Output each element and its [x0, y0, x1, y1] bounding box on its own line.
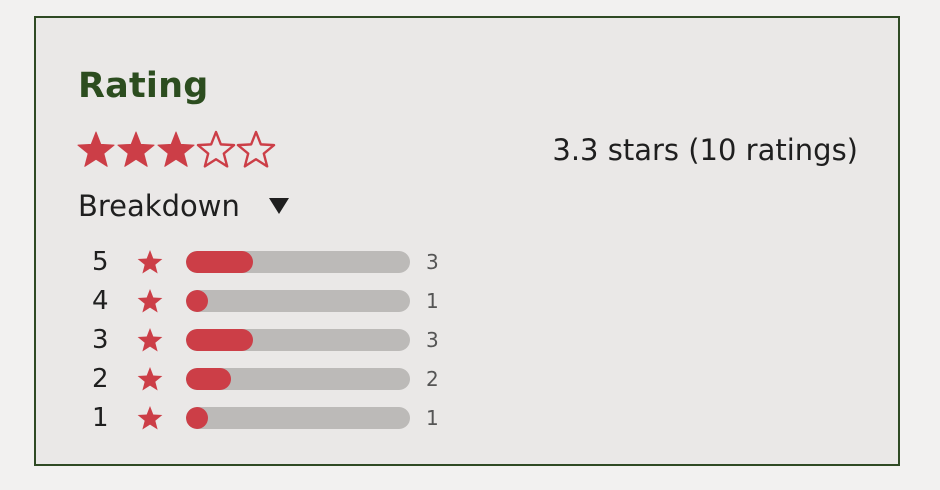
breakdown-row-2: 2 2	[76, 359, 456, 398]
rating-bar-track	[186, 367, 410, 390]
star-level-label: 5	[92, 246, 109, 277]
rating-title: Rating	[78, 66, 209, 106]
star-icon	[136, 365, 186, 393]
breakdown-toggle[interactable]: Breakdown	[78, 186, 290, 226]
rating-bar-fill	[186, 250, 254, 273]
rating-bar-track	[186, 250, 410, 273]
triangle-down-icon	[268, 197, 290, 215]
rating-count: 3	[426, 327, 439, 352]
rating-bar-fill	[186, 328, 254, 351]
star-level-label: 4	[92, 285, 109, 316]
rating-count: 1	[426, 288, 439, 313]
breakdown-label: Breakdown	[78, 189, 240, 223]
star-icon	[136, 287, 186, 315]
star-filled-icon	[157, 131, 195, 167]
star-filled-icon	[117, 131, 155, 167]
rating-bar-track	[186, 406, 410, 429]
breakdown-row-3: 3 3	[76, 320, 456, 359]
breakdown-row-5: 5 3	[76, 242, 456, 281]
star-level-label: 1	[92, 402, 109, 433]
rating-bar-track	[186, 328, 410, 351]
star-empty-icon	[236, 130, 276, 168]
star-icon	[136, 404, 186, 432]
star-icon	[136, 248, 186, 276]
star-filled-icon	[77, 131, 115, 167]
rating-bar-fill	[186, 367, 231, 390]
rating-count: 2	[426, 366, 439, 391]
breakdown-row-4: 4 1	[76, 281, 456, 320]
rating-card: Rating 3.3 stars (10 ratings) Breakdown …	[34, 16, 900, 466]
star-level-label: 2	[92, 363, 109, 394]
star-icon	[136, 326, 186, 354]
average-star-rating	[76, 130, 276, 170]
breakdown-row-1: 1 1	[76, 398, 456, 437]
rating-summary: 3.3 stars (10 ratings)	[552, 133, 858, 167]
rating-count: 1	[426, 405, 439, 430]
rating-bar-fill	[186, 406, 209, 429]
star-empty-icon	[196, 130, 236, 168]
rating-breakdown-list: 5 3 4 1 3 3 2 2 1 1	[76, 242, 456, 437]
rating-bar-track	[186, 289, 410, 312]
star-level-label: 3	[92, 324, 109, 355]
rating-count: 3	[426, 249, 439, 274]
rating-bar-fill	[186, 289, 209, 312]
